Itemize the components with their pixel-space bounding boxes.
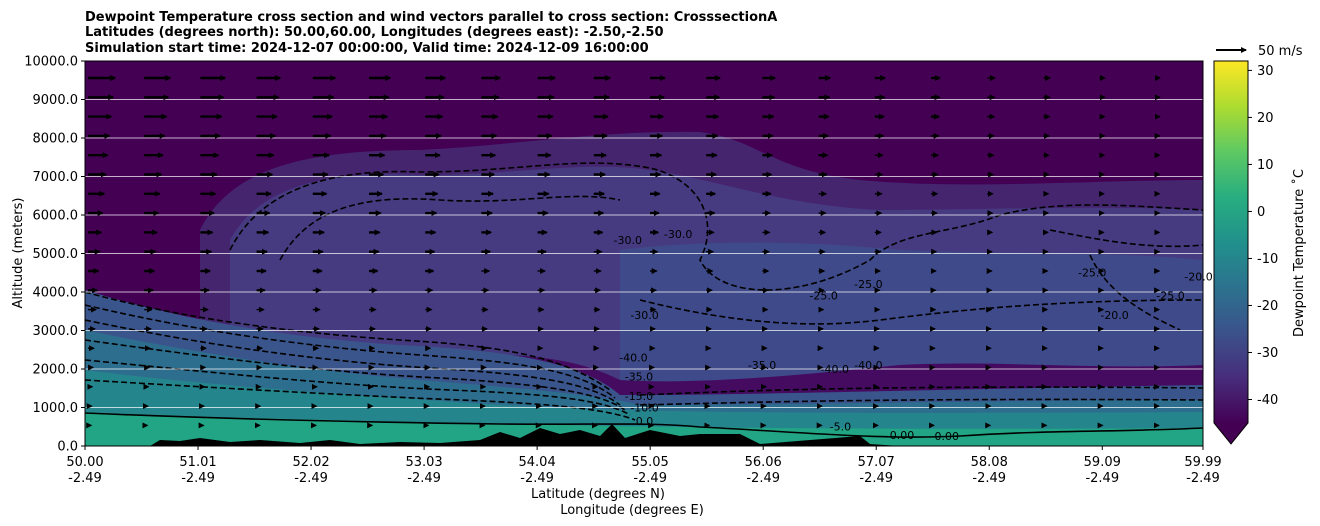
- contour-label: -25.0: [854, 278, 882, 291]
- y-tick-label: 1000.0: [33, 401, 79, 416]
- contour-label: -25.0: [1156, 290, 1184, 303]
- y-axis: 0.0 1000.0 2000.0 3000.0 4000.0 5000.0 6000.0 7…: [24, 55, 85, 455]
- contour-label: -25.0: [809, 290, 837, 303]
- colorbar-ticks: -40 -30 -20 -10 0 10 20 30: [1248, 64, 1278, 408]
- colorbar-frame: [1213, 60, 1249, 445]
- colorbar-tick-label: 30: [1257, 64, 1274, 79]
- contour-label: -35.0: [625, 371, 653, 384]
- chart-title-line-3: Simulation start time: 2024-12-07 00:00:…: [85, 41, 649, 56]
- x-axis: 50.00-2.4951.01-2.4952.02-2.4953.03-2.49…: [66, 446, 1222, 486]
- chart-title-block: Dewpoint Temperature cross section and w…: [85, 10, 777, 56]
- dewpoint-field: [85, 61, 1203, 446]
- x-tick-label-longitude: -2.49: [294, 471, 328, 486]
- contour-label: -30.0: [664, 228, 692, 241]
- x-tick-label-latitude: 58.08: [971, 455, 1008, 470]
- x-axis-label-latitude: Latitude (degrees N): [531, 487, 665, 502]
- x-tick-label-longitude: -2.49: [859, 471, 893, 486]
- contour-line: [639, 299, 1203, 325]
- contour-label: -25.0: [1078, 267, 1106, 280]
- terrain: [150, 424, 900, 446]
- y-tick-label: 0.0: [57, 440, 78, 455]
- colorbar-tick-label: -20: [1257, 299, 1278, 314]
- x-tick-label-longitude: -2.49: [1085, 471, 1119, 486]
- x-tick-label-latitude: 57.07: [858, 455, 895, 470]
- contour-line: [1049, 229, 1203, 248]
- x-tick-label-latitude: 56.06: [745, 455, 782, 470]
- y-tick-label: 8000.0: [33, 132, 79, 147]
- colorbar-tick-label: -30: [1257, 346, 1278, 361]
- wind-key-label: 50 m/s: [1258, 44, 1303, 59]
- contour-line: [1089, 254, 1181, 331]
- colorbar-tick-label: 0: [1257, 205, 1265, 220]
- y-tick-label: 3000.0: [33, 324, 79, 339]
- x-tick-label-latitude: 53.03: [405, 455, 442, 470]
- contour-line: [85, 379, 636, 421]
- x-tick-label-longitude: -2.49: [520, 471, 554, 486]
- colorbar-tick-label: -40: [1257, 393, 1278, 408]
- contour-label: -15.0: [625, 390, 653, 403]
- contour-label: -35.0: [748, 359, 776, 372]
- contour-line: [85, 319, 621, 406]
- contour-line: [85, 304, 616, 399]
- colorbar-label: Dewpoint Temperature ˚C: [1291, 169, 1307, 337]
- contour-label: 0.00: [890, 429, 915, 442]
- contour-line-zero: [85, 412, 1203, 438]
- chart-title-line-2: Latitudes (degrees north): 50.00,60.00, …: [85, 25, 664, 40]
- x-tick-label-latitude: 54.04: [519, 455, 556, 470]
- colorbar-tick-label: 20: [1257, 111, 1274, 126]
- y-tick-label: 9000.0: [33, 93, 79, 108]
- x-tick-label-latitude: 51.01: [179, 455, 216, 470]
- contour-label: -5.0: [830, 421, 851, 434]
- contour-label: 0.00: [934, 430, 959, 443]
- y-tick-label: 6000.0: [33, 209, 79, 224]
- colorbar-extend-min: [1214, 423, 1248, 444]
- contour-line: [85, 339, 626, 411]
- wind-vectors: [86, 75, 1162, 429]
- contour-label: -30.0: [614, 234, 642, 247]
- x-tick-label-longitude: -2.49: [633, 471, 667, 486]
- x-tick-label-latitude: 59.09: [1084, 455, 1121, 470]
- y-tick-label: 4000.0: [33, 286, 79, 301]
- x-tick-label-longitude: -2.49: [972, 471, 1006, 486]
- contour-line: [85, 359, 631, 416]
- contour-label: -20.0: [1184, 270, 1212, 283]
- contour-label: -40.0: [619, 351, 647, 364]
- y-axis-label: Altitude (meters): [11, 198, 26, 309]
- contour-line: [639, 386, 1203, 396]
- colorbar-gradient: [1214, 61, 1248, 423]
- contour-label: -30.0: [630, 309, 658, 322]
- x-tick-label-longitude: -2.49: [1186, 471, 1220, 486]
- x-tick-label-latitude: 52.02: [292, 455, 329, 470]
- x-axis-label-longitude: Longitude (degrees E): [560, 503, 704, 518]
- contour-label: -10.0: [630, 401, 658, 414]
- contour-line: [279, 195, 621, 261]
- chart-title-line-1: Dewpoint Temperature cross section and w…: [85, 10, 777, 25]
- x-tick-label-latitude: 55.05: [632, 455, 669, 470]
- contour-label: -40.0: [854, 359, 882, 372]
- y-tick-label: 7000.0: [33, 170, 79, 185]
- y-tick-label: 5000.0: [33, 247, 79, 262]
- x-tick-label-longitude: -2.49: [746, 471, 780, 486]
- contour-labels: -30.0 -30.0-25.0-25.0-30.0-25.0-20.0-25.0…: [614, 228, 1213, 443]
- y-tick-label: 2000.0: [33, 363, 79, 378]
- x-tick-label-longitude: -2.49: [407, 471, 441, 486]
- x-tick-label-longitude: -2.49: [68, 471, 102, 486]
- contour-line: [639, 398, 1203, 406]
- x-tick-label-longitude: -2.49: [181, 471, 215, 486]
- colorbar-tick-label: -10: [1257, 252, 1278, 267]
- colorbar-tick-label: 10: [1257, 158, 1274, 173]
- contour-label: 0.0: [636, 415, 654, 428]
- y-tick-label: 10000.0: [24, 55, 78, 70]
- contour-label: -40.0: [821, 363, 849, 376]
- x-tick-label-latitude: 50.00: [66, 455, 103, 470]
- x-tick-label-latitude: 59.99: [1184, 455, 1221, 470]
- contour-label: -20.0: [1100, 309, 1128, 322]
- colorbar: -40 -30 -20 -10 0 10 20 30 Dewpoint Temperature…: [1213, 60, 1307, 445]
